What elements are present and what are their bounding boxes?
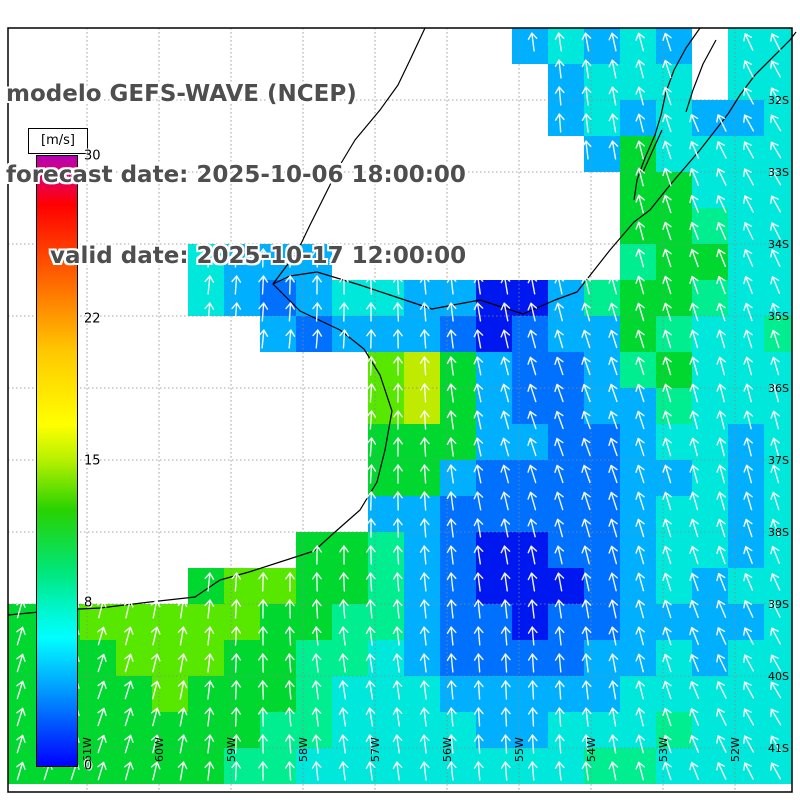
lat-label: 41S xyxy=(768,742,789,755)
colorbar-tick: 8 xyxy=(84,595,93,611)
colorbar-gradient xyxy=(36,155,78,767)
lat-label: 39S xyxy=(768,598,789,611)
wind-arrows xyxy=(16,32,782,781)
axis-labels: 32S 33S 34S 35S 36S 37S 38S 39S 40S 41S 61W 60W 59W 5… xyxy=(81,94,789,762)
lon-label: 61W xyxy=(81,737,94,762)
lon-label: 60W xyxy=(153,737,166,762)
lat-label: 37S xyxy=(768,454,789,467)
map-frame xyxy=(7,27,793,793)
lat-label: 32S xyxy=(768,94,789,107)
title-block: modelo GEFS-WAVE (NCEP) forecast date: 2… xyxy=(6,27,466,324)
lat-label: 33S xyxy=(768,166,789,179)
forecast-date-line: forecast date: 2025-10-06 18:00:00 xyxy=(6,162,466,188)
lat-label: 35S xyxy=(768,310,789,323)
colorbar-tick: 0 xyxy=(84,758,93,774)
colorbar-tick: 15 xyxy=(84,453,101,469)
lat-label: 36S xyxy=(768,382,789,395)
lon-label: 58W xyxy=(297,737,310,762)
graticule xyxy=(8,28,792,792)
lat-label: 38S xyxy=(768,526,789,539)
colorbar-unit-label: [m/s] xyxy=(28,128,88,154)
lat-label: 40S xyxy=(768,670,789,683)
lon-label: 53W xyxy=(657,737,670,762)
lon-label: 52W xyxy=(729,737,742,762)
valid-date-line: valid date: 2025-10-17 12:00:00 xyxy=(50,243,467,269)
lon-label: 55W xyxy=(513,737,526,762)
lon-label: 57W xyxy=(369,737,382,762)
lon-label: 54W xyxy=(585,737,598,762)
lat-label: 34S xyxy=(768,238,789,251)
model-title: modelo GEFS-WAVE (NCEP) xyxy=(6,81,357,107)
colorbar-tick-labels: 30 22 15 8 0 xyxy=(84,149,124,774)
lon-label: 56W xyxy=(441,737,454,762)
colorbar: [m/s] 30 22 15 8 0 xyxy=(28,128,138,778)
colorbar-tick: 22 xyxy=(84,311,101,327)
colorbar-tick: 30 xyxy=(84,148,101,164)
lon-label: 59W xyxy=(225,737,238,762)
